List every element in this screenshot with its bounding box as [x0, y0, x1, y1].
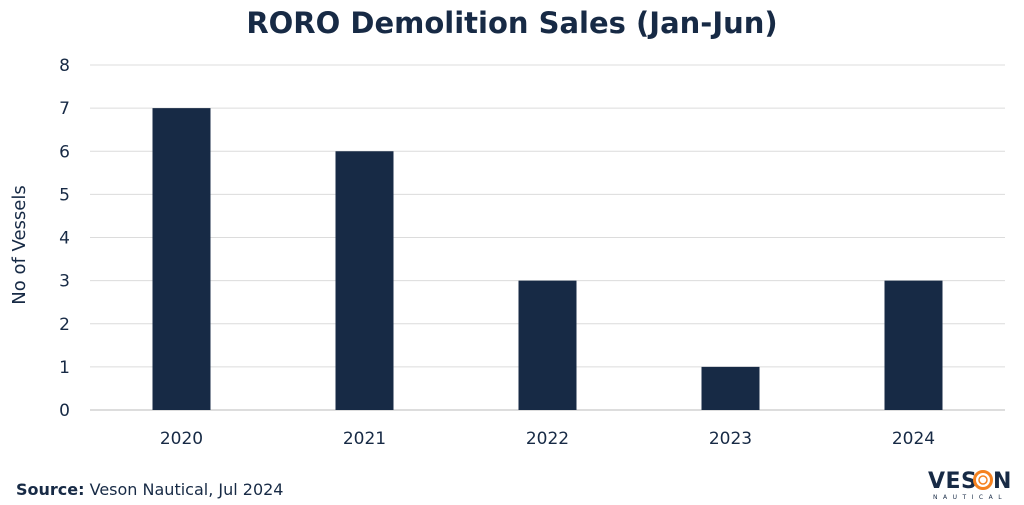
source-note: Source: Veson Nautical, Jul 2024	[16, 480, 283, 499]
bar	[518, 280, 577, 410]
bar	[884, 280, 943, 410]
bar-chart: 0 1 2 3 4 5 6 7 8 2020 2021 2022 2023 2024 No of Ves…	[9, 56, 1005, 449]
y-tick-label: 1	[59, 358, 70, 378]
veson-logo: VES N NAUTICAL	[928, 469, 1011, 501]
svg-text:VES: VES	[928, 469, 977, 494]
y-tick-label: 5	[59, 185, 70, 205]
bar	[152, 108, 211, 410]
svg-text:NAUTICAL: NAUTICAL	[933, 494, 1007, 501]
bar	[335, 151, 394, 410]
x-tick-label: 2020	[160, 429, 203, 449]
y-tick-label: 2	[59, 315, 70, 335]
source-text: Veson Nautical, Jul 2024	[89, 480, 284, 499]
x-tick-label: 2021	[343, 429, 386, 449]
source-label: Source:	[16, 480, 85, 499]
y-tick-label: 0	[59, 401, 70, 421]
chart-title: RORO Demolition Sales (Jan-Jun)	[246, 6, 778, 40]
y-tick-label: 6	[59, 142, 70, 162]
y-tick-label: 7	[59, 99, 70, 119]
y-tick-label: 3	[59, 272, 70, 292]
x-tick-label: 2023	[709, 429, 752, 449]
svg-text:N: N	[993, 469, 1011, 494]
y-tick-label: 8	[59, 56, 70, 76]
x-tick-label: 2024	[892, 429, 935, 449]
y-tick-label: 4	[59, 229, 70, 249]
x-tick-label: 2022	[526, 429, 569, 449]
bar	[701, 366, 760, 410]
y-axis-label: No of Vessels	[9, 185, 30, 304]
